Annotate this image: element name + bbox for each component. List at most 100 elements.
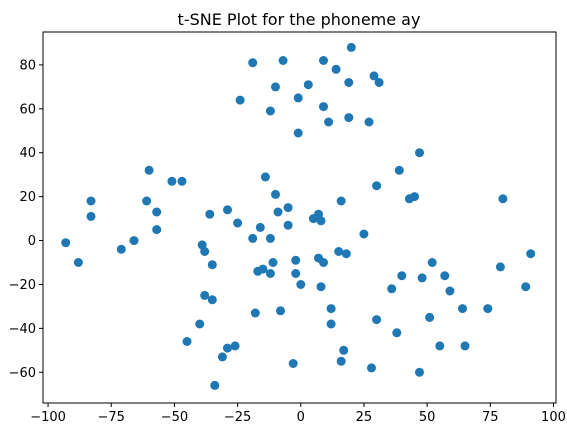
data-point xyxy=(142,196,152,206)
data-point xyxy=(334,247,344,256)
data-point xyxy=(359,229,369,239)
data-point xyxy=(271,82,280,92)
data-point xyxy=(374,78,384,87)
data-point xyxy=(296,280,306,289)
data-point xyxy=(273,207,283,217)
data-point xyxy=(210,380,220,390)
data-point xyxy=(326,319,336,329)
data-point xyxy=(415,148,424,158)
data-point xyxy=(217,352,227,362)
data-point xyxy=(319,102,328,112)
data-point xyxy=(223,343,232,353)
y-tick-label: 80 xyxy=(19,58,36,73)
data-point xyxy=(344,113,354,123)
data-point xyxy=(250,308,260,318)
data-point xyxy=(195,319,205,329)
data-point xyxy=(440,271,450,281)
data-point xyxy=(369,71,379,81)
data-point xyxy=(346,42,356,52)
data-point xyxy=(293,128,303,138)
data-point xyxy=(73,258,83,267)
data-point xyxy=(394,165,404,175)
data-point xyxy=(364,117,374,127)
data-point xyxy=(288,359,298,368)
data-point xyxy=(392,328,402,338)
data-point xyxy=(483,304,493,314)
data-point xyxy=(268,258,278,267)
data-point xyxy=(278,56,288,65)
data-point xyxy=(417,273,427,283)
data-point xyxy=(324,117,334,127)
x-axis: −100 −75 −50 −25 0 25 50 75 100 xyxy=(30,403,566,425)
x-tick-label: 25 xyxy=(356,410,373,425)
x-tick-label: 50 xyxy=(419,410,436,425)
x-tick-label: 100 xyxy=(541,410,566,425)
data-point xyxy=(86,211,96,221)
data-point xyxy=(200,290,210,300)
data-point xyxy=(144,165,154,175)
data-point xyxy=(200,247,210,256)
plot-area-frame xyxy=(42,31,557,404)
data-point xyxy=(445,286,455,296)
x-tick-label: −50 xyxy=(161,410,188,425)
data-point xyxy=(152,225,162,235)
data-point xyxy=(265,106,275,116)
x-tick-label: −100 xyxy=(30,410,66,425)
y-tick-label: 40 xyxy=(19,146,36,161)
data-point xyxy=(460,341,470,351)
data-point xyxy=(271,189,280,199)
chart-title: t-SNE Plot for the phoneme ay xyxy=(178,10,421,29)
data-point xyxy=(265,269,275,278)
data-point xyxy=(331,64,341,74)
y-tick-label: −60 xyxy=(9,366,36,381)
data-point xyxy=(248,233,258,243)
data-point xyxy=(344,78,354,87)
data-point xyxy=(372,315,382,325)
data-point xyxy=(526,249,536,259)
data-point xyxy=(495,262,505,272)
data-point xyxy=(425,312,435,322)
x-tick-label: −25 xyxy=(224,410,251,425)
data-point xyxy=(265,233,275,243)
data-point xyxy=(129,236,139,246)
data-point xyxy=(230,341,240,351)
data-point xyxy=(177,176,187,186)
y-tick-label: −20 xyxy=(9,278,36,293)
data-point xyxy=(316,216,326,226)
data-point xyxy=(233,218,243,228)
data-point xyxy=(283,203,293,213)
y-axis: −60 −40 −20 0 20 40 60 80 xyxy=(9,58,43,381)
data-point xyxy=(341,249,351,259)
y-tick-label: 20 xyxy=(19,190,36,205)
data-point xyxy=(207,260,217,270)
data-point xyxy=(223,205,232,215)
data-point xyxy=(207,295,217,305)
data-point xyxy=(291,269,301,278)
data-point xyxy=(367,363,376,373)
data-point xyxy=(316,282,326,292)
data-point xyxy=(326,304,336,314)
data-point xyxy=(167,176,177,186)
y-tick-label: 0 xyxy=(28,234,36,249)
data-point xyxy=(415,367,424,377)
y-tick-label: −40 xyxy=(9,322,36,337)
data-point xyxy=(276,306,285,316)
data-point xyxy=(397,271,407,281)
data-point xyxy=(387,284,397,294)
x-tick-label: 75 xyxy=(482,410,499,425)
data-point xyxy=(205,209,215,219)
data-point xyxy=(435,341,445,351)
y-tick-label: 60 xyxy=(19,102,36,117)
data-point xyxy=(303,80,313,90)
data-point xyxy=(498,194,508,204)
data-point xyxy=(182,337,192,346)
data-point xyxy=(255,222,265,232)
data-point xyxy=(86,196,96,206)
data-point xyxy=(235,95,245,105)
data-point xyxy=(248,58,258,68)
data-point xyxy=(61,238,71,248)
data-point xyxy=(336,196,346,206)
data-point xyxy=(410,192,419,202)
data-point xyxy=(339,345,349,355)
